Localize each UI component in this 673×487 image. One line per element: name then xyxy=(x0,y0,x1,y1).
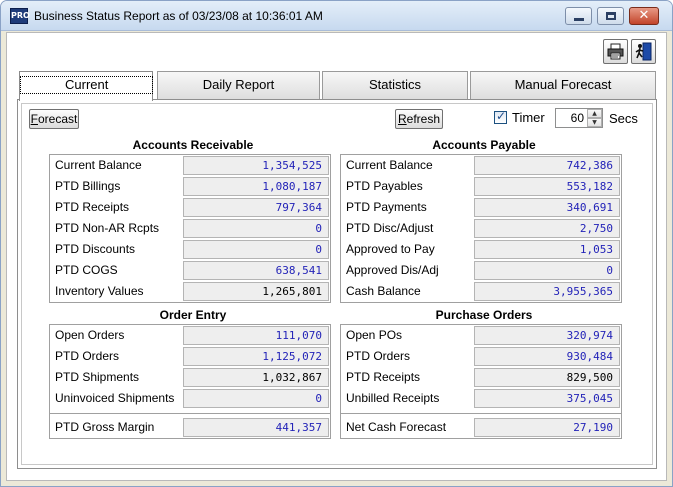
maximize-icon xyxy=(606,12,616,20)
po-value: 930,484 xyxy=(474,347,620,366)
ap-label: PTD Payments xyxy=(346,200,427,214)
accounts-payable-group: Current Balance 742,386 PTD Payables 553,1… xyxy=(340,154,622,303)
accounts-receivable-group: Current Balance 1,354,525 PTD Billings 1,0… xyxy=(49,154,331,303)
forecast-mnemonic: F xyxy=(30,112,38,126)
ar-value: 0 xyxy=(183,219,329,238)
exit-button[interactable] xyxy=(631,39,656,64)
ar-label: PTD Non-AR Rcpts xyxy=(55,221,160,235)
tab-statistics[interactable]: Statistics xyxy=(322,71,468,99)
title-bar[interactable]: PRO Business Status Report as of 03/23/0… xyxy=(1,1,672,31)
timer-label: Timer xyxy=(512,110,545,125)
refresh-button[interactable]: Refresh xyxy=(395,109,443,129)
po-value: 375,045 xyxy=(474,389,620,408)
ar-label: Current Balance xyxy=(55,158,142,172)
timer-value[interactable]: 60 xyxy=(570,111,584,125)
ap-label: Approved Dis/Adj xyxy=(346,263,439,277)
accounts-receivable-title: Accounts Receivable xyxy=(132,138,254,152)
minimize-icon xyxy=(574,18,584,21)
accounts-payable-title: Accounts Payable xyxy=(432,138,536,152)
ar-value: 797,364 xyxy=(183,198,329,217)
oe-label: Open Orders xyxy=(55,328,125,342)
tab-statistics-label: Statistics xyxy=(368,77,421,92)
order-entry-title: Order Entry xyxy=(159,308,227,322)
printer-icon xyxy=(607,43,624,60)
ap-value: 553,182 xyxy=(474,177,620,196)
ap-value: 1,053 xyxy=(474,240,620,259)
ap-value: 340,691 xyxy=(474,198,620,217)
ap-value: 0 xyxy=(474,261,620,280)
oe-value: 1,125,072 xyxy=(183,347,329,366)
ar-value: 638,541 xyxy=(183,261,329,280)
po-label: PTD Orders xyxy=(346,349,411,363)
tab-manual-forecast-label: Manual Forecast xyxy=(514,77,612,92)
client-area: Current Daily Report Statistics Manual F… xyxy=(6,32,667,481)
print-button[interactable] xyxy=(603,39,628,64)
spin-up-arrow-icon[interactable]: ▲ xyxy=(587,109,602,118)
net-cash-forecast-label: Net Cash Forecast xyxy=(346,420,447,434)
timer-checkbox[interactable]: ✓ xyxy=(494,109,507,124)
close-icon: ✕ xyxy=(638,8,650,23)
ap-label: Approved to Pay xyxy=(346,242,435,256)
minimize-button[interactable] xyxy=(565,7,592,25)
ar-label: Inventory Values xyxy=(55,284,144,298)
forecast-button-label: orecast xyxy=(37,112,78,126)
po-value: 829,500 xyxy=(474,368,620,387)
tab-current[interactable]: Current xyxy=(19,71,154,101)
ap-label: PTD Payables xyxy=(346,179,423,193)
panel-border xyxy=(21,103,653,465)
exit-door-icon xyxy=(635,42,652,61)
app-logo-icon: PRO xyxy=(10,8,30,24)
ap-value: 742,386 xyxy=(474,156,620,175)
ar-label: PTD Discounts xyxy=(55,242,136,256)
tab-daily-report-label: Daily Report xyxy=(202,77,275,92)
po-value: 320,974 xyxy=(474,326,620,345)
maximize-button[interactable] xyxy=(597,7,624,25)
tab-current-label: Current xyxy=(20,76,154,94)
timer-spinner[interactable]: 60 ▲ ▼ xyxy=(555,108,603,128)
tab-daily-report[interactable]: Daily Report xyxy=(157,71,320,99)
window-title: Business Status Report as of 03/23/08 at… xyxy=(34,9,323,23)
spin-down-arrow-icon[interactable]: ▼ xyxy=(587,118,602,127)
ar-label: PTD COGS xyxy=(55,263,118,277)
forecast-button[interactable]: Forecast xyxy=(29,109,79,129)
close-button[interactable]: ✕ xyxy=(629,7,659,25)
po-label: PTD Receipts xyxy=(346,370,421,384)
refresh-mnemonic: R xyxy=(397,112,407,126)
oe-value: 1,032,867 xyxy=(183,368,329,387)
ap-label: Current Balance xyxy=(346,158,433,172)
gross-margin-label: PTD Gross Margin xyxy=(55,420,155,434)
oe-value: 111,070 xyxy=(183,326,329,345)
order-entry-group: Open Orders 111,070 PTD Orders 1,125,072 P… xyxy=(49,324,331,439)
purchase-orders-group: Open POs 320,974 PTD Orders 930,484 PTD Re… xyxy=(340,324,622,439)
oe-label: PTD Orders xyxy=(55,349,120,363)
ar-label: PTD Receipts xyxy=(55,200,130,214)
oe-label: PTD Shipments xyxy=(55,370,140,384)
tab-manual-forecast[interactable]: Manual Forecast xyxy=(470,71,656,99)
po-label: Unbilled Receipts xyxy=(346,391,440,405)
ap-value: 2,750 xyxy=(474,219,620,238)
purchase-orders-title: Purchase Orders xyxy=(435,308,533,322)
secs-label: Secs xyxy=(609,111,638,126)
net-cash-forecast-value: 27,190 xyxy=(474,418,620,437)
ap-label: PTD Disc/Adjust xyxy=(346,221,434,235)
divider xyxy=(341,413,621,414)
ar-label: PTD Billings xyxy=(55,179,121,193)
ar-value: 1,080,187 xyxy=(183,177,329,196)
checkmark-icon: ✓ xyxy=(496,109,507,123)
divider xyxy=(50,413,330,414)
ar-value: 0 xyxy=(183,240,329,259)
gross-margin-value: 441,357 xyxy=(183,418,329,437)
ar-value: 1,354,525 xyxy=(183,156,329,175)
ap-label: Cash Balance xyxy=(346,284,421,298)
ar-value: 1,265,801 xyxy=(183,282,329,301)
po-label: Open POs xyxy=(346,328,403,342)
oe-value: 0 xyxy=(183,389,329,408)
ap-value: 3,955,365 xyxy=(474,282,620,301)
refresh-button-label: efresh xyxy=(406,112,441,126)
oe-label: Uninvoiced Shipments xyxy=(55,391,175,405)
